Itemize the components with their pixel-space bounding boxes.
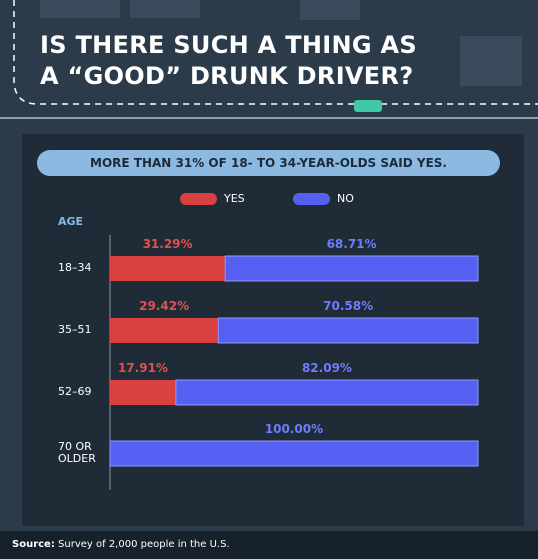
value-label: 29.42%	[139, 299, 190, 313]
source-label: Source:	[12, 539, 55, 550]
value-label: 31.29%	[142, 237, 193, 251]
value-label: 100.00%	[264, 422, 324, 436]
bar-segment	[109, 440, 479, 467]
value-label: 82.09%	[301, 361, 352, 375]
bar-segment	[110, 318, 219, 343]
legend-swatch	[293, 193, 330, 205]
footer: Source: Survey of 2,000 people in the U.…	[0, 531, 538, 559]
chart-title: IS THERE SUCH A THING AS A “GOOD” DRUNK …	[40, 31, 417, 90]
bar-segment	[175, 379, 479, 406]
y-tick-label: 70 OR OLDER	[58, 440, 96, 465]
source: Survey of 2,000 people in the U.S.	[58, 539, 230, 550]
y-axis-label: AGE	[58, 215, 84, 228]
y-tick-label: 52–69	[58, 385, 92, 398]
value-label: 70.58%	[323, 299, 374, 313]
legend-label: NO	[337, 192, 354, 205]
bar-segment	[217, 317, 479, 344]
legend-label: YES	[224, 192, 245, 205]
bar-segment	[110, 380, 176, 405]
value-label: 68.71%	[326, 237, 377, 251]
legend-swatch	[180, 193, 217, 205]
bar-segment	[224, 255, 479, 282]
value-label: 17.91%	[117, 361, 168, 375]
chart-subtitle: MORE THAN 31% OF 18- TO 34-YEAR-OLDS SAI…	[37, 150, 500, 176]
y-tick-label: 35–51	[58, 323, 92, 336]
y-tick-label: 18–34	[58, 261, 92, 274]
bar-segment	[110, 256, 226, 281]
